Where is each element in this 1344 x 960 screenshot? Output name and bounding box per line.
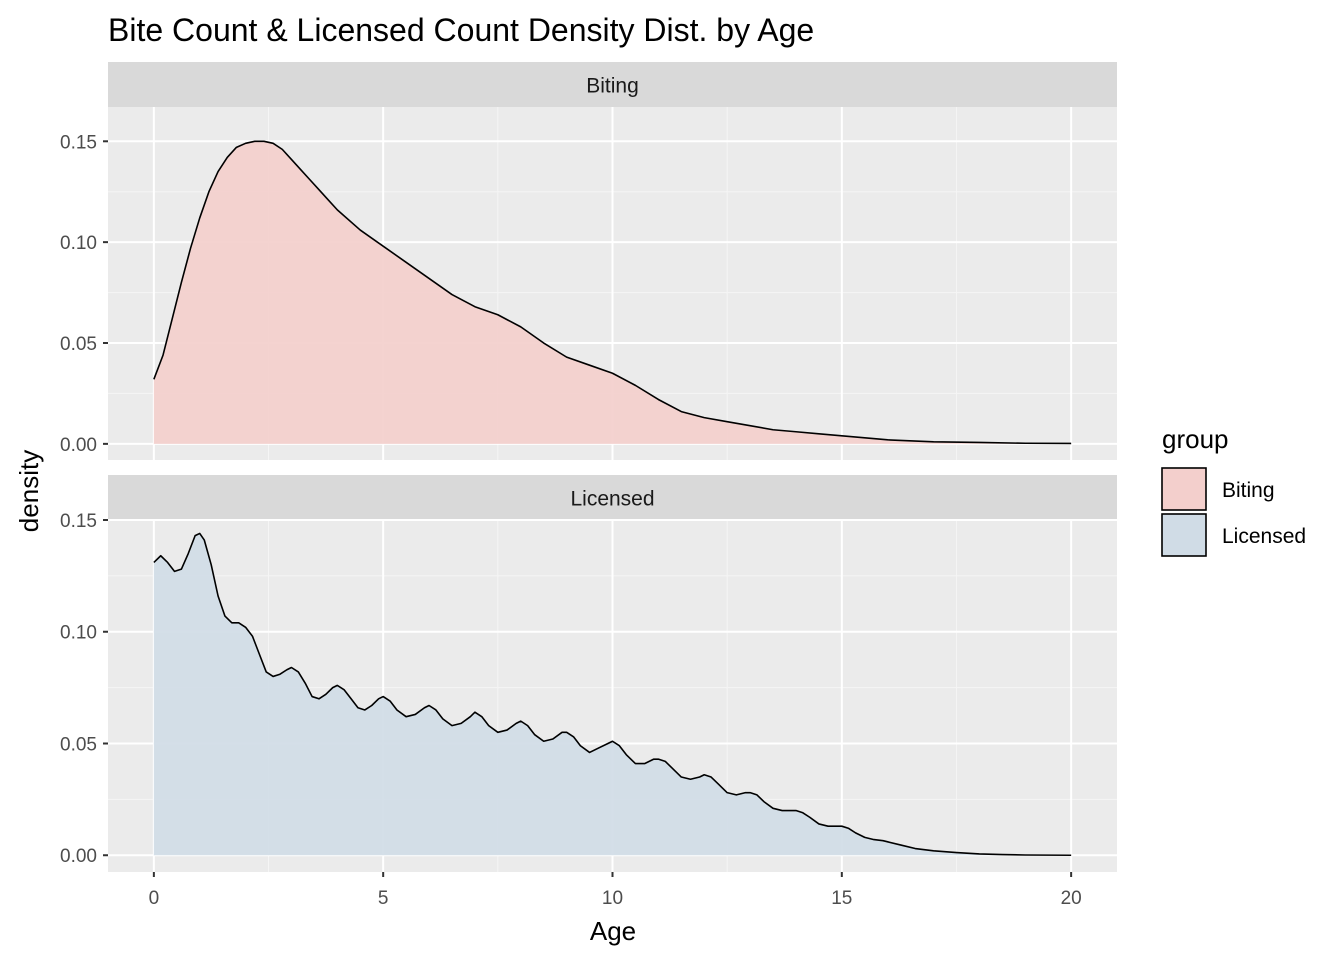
legend-title: group	[1162, 424, 1229, 454]
legend-item-biting: Biting	[1161, 467, 1275, 511]
y-tick-label: 0.15	[60, 511, 97, 532]
y-tick-label: 0.00	[60, 435, 97, 456]
density-area-biting	[153, 141, 1072, 444]
x-tick-label: 20	[1061, 888, 1082, 909]
density-line-licensed	[153, 532, 1072, 857]
y-tick-label: 0.05	[60, 334, 97, 355]
facet-strip-label: Licensed	[570, 488, 654, 511]
y-tick-label: 0.00	[60, 846, 97, 867]
y-tick-label: 0.15	[60, 132, 97, 153]
facet-strip	[108, 62, 1117, 107]
legend-key	[1161, 467, 1207, 511]
y-tick-label: 0.10	[60, 623, 97, 644]
x-tick-label: 0	[149, 888, 160, 909]
legend-key	[1161, 513, 1207, 557]
facet-strip-label: Biting	[586, 75, 639, 98]
facet-biting: Biting 0.00 0.05 0.10 0.15	[60, 62, 1117, 460]
x-axis-label: Age	[590, 916, 636, 946]
legend-label: Biting	[1222, 479, 1275, 502]
legend-items: Biting Licensed	[1161, 467, 1306, 557]
density-line-biting	[153, 140, 1072, 445]
x-tick-label: 15	[831, 888, 852, 909]
legend: group Biting Licensed	[1161, 424, 1306, 557]
facet-panels: Biting 0.00 0.05 0.10 0.15 Licensed 0.00 0.05 0.…	[60, 62, 1117, 872]
x-tick-label: 10	[602, 888, 623, 909]
facet-strip	[108, 475, 1117, 520]
y-tick-label: 0.10	[60, 233, 97, 254]
y-axis-label: density	[14, 450, 44, 532]
chart-title: Bite Count & Licensed Count Density Dist…	[108, 12, 814, 48]
y-tick-label: 0.05	[60, 734, 97, 755]
facet-licensed: Licensed 0.00 0.05 0.10 0.15	[60, 475, 1117, 872]
legend-item-licensed: Licensed	[1161, 513, 1306, 557]
x-tick-label: 5	[378, 888, 389, 909]
legend-label: Licensed	[1222, 525, 1306, 548]
x-axis: 0 5 10 15 20	[149, 872, 1082, 909]
density-area-licensed	[153, 533, 1072, 856]
